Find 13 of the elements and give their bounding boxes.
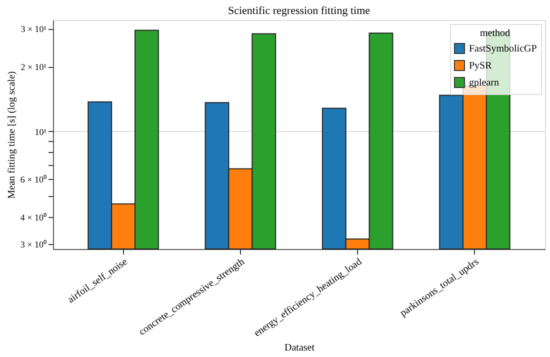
y-tick-label: 3 × 10¹ (20, 24, 47, 34)
legend-title: method (480, 28, 510, 39)
chart-title: Scientific regression fitting time (228, 5, 370, 17)
y-axis-title: Mean fitting time [s] (log scale) (6, 71, 18, 199)
y-tick-label: 2 × 10¹ (20, 62, 47, 72)
y-tick-label: 4 × 10⁰ (20, 212, 46, 222)
legend-label: PySR (469, 60, 492, 72)
x-axis-title: Dataset (284, 342, 315, 354)
y-tick-label: 10¹ (34, 126, 47, 137)
legend-label: gplearn (469, 78, 499, 88)
y-tick-label: 3 × 10⁰ (20, 239, 46, 250)
legend-label: FastSymbolicGP (469, 44, 538, 54)
y-tick-label: 6 × 10⁰ (20, 174, 46, 185)
